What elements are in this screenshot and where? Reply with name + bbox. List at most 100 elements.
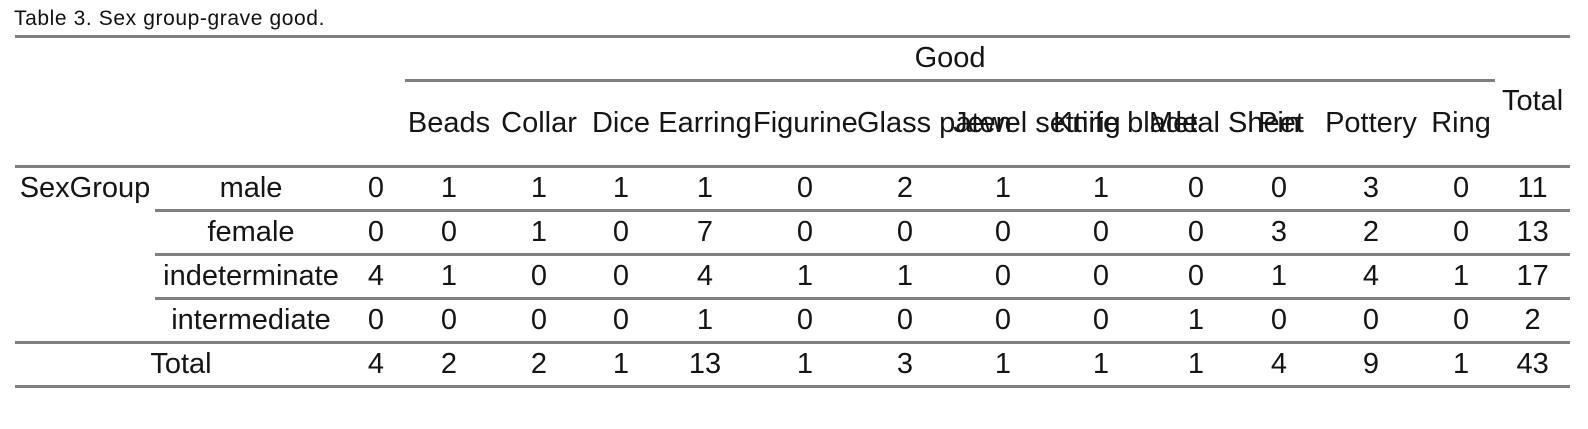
row-label-spacer: [15, 210, 155, 254]
row-total-cell: 2: [1495, 298, 1571, 344]
value-cell: 1: [1053, 166, 1149, 212]
value-cell: 0: [405, 298, 493, 344]
row-total-cell: 13: [1495, 210, 1571, 256]
value-cell: 0: [953, 298, 1053, 344]
row-total-cell: 11: [1495, 166, 1571, 212]
table-row-female: female 0 0 1 0 7 0 0 0 0 0 3 2 0 13: [15, 210, 1571, 256]
column-header-glass: Glass paten: [857, 80, 1012, 168]
value-cell: 0: [1149, 210, 1243, 256]
value-cell: 0: [753, 166, 857, 212]
table-row-intermediate: intermediate 0 0 0 0 1 0 0 0 0 1 0 0 0 2: [15, 298, 1571, 344]
value-cell: 0: [1149, 166, 1243, 212]
value-cell: 1: [753, 254, 857, 300]
value-cell: 0: [1243, 166, 1315, 212]
table-caption: Table 3. Sex group-grave good.: [14, 7, 326, 30]
row-category-label: male: [155, 166, 347, 212]
table-top-rule: [15, 35, 1570, 38]
column-header-earring: Earring: [657, 80, 753, 168]
corner-spacer: [15, 38, 405, 80]
value-cell: 0: [347, 298, 405, 344]
column-header-ring: Ring: [1427, 80, 1496, 168]
column-header-blank: [347, 80, 405, 168]
table-row-indeterminate: indeterminate 4 1 0 0 4 1 1 0 0 0 1 4 1 17: [15, 254, 1571, 300]
value-cell: 2: [857, 166, 953, 212]
total-value-cell: 2: [405, 342, 493, 388]
total-row-label: Total: [15, 342, 347, 388]
group-header-row: Good Total: [15, 38, 1571, 168]
total-value-cell: 3: [857, 342, 953, 388]
value-cell: 0: [1053, 210, 1149, 256]
total-value-cell: 1: [1149, 342, 1243, 388]
row-label-spacer: [15, 298, 155, 344]
value-cell: 0: [585, 254, 657, 300]
value-cell: 1: [493, 210, 585, 256]
value-cell: 1: [1427, 254, 1496, 300]
total-value-cell: 4: [347, 342, 405, 388]
value-cell: 0: [753, 298, 857, 344]
total-value-cell: 2: [493, 342, 585, 388]
value-cell: 1: [953, 166, 1053, 212]
value-cell: 0: [1243, 298, 1315, 344]
value-cell: 1: [1149, 298, 1243, 344]
value-cell: 0: [1427, 298, 1496, 344]
value-cell: 0: [953, 210, 1053, 256]
column-header-collar: Collar: [493, 80, 585, 168]
value-cell: 0: [753, 210, 857, 256]
value-cell: 1: [585, 166, 657, 212]
column-header-pottery: Pottery: [1315, 80, 1427, 168]
column-header-row: Beads Collar Dice Earring Figurine Glass pate…: [15, 80, 1570, 168]
value-cell: 0: [1053, 298, 1149, 344]
value-cell: 1: [657, 298, 753, 344]
column-header-pin: Pin: [1243, 80, 1315, 168]
total-value-cell: 13: [657, 342, 753, 388]
value-cell: 1: [405, 254, 493, 300]
column-header-metal: Metal Sheet: [1149, 80, 1304, 168]
value-cell: 0: [493, 298, 585, 344]
row-total-cell: 17: [1495, 254, 1571, 300]
total-value-cell: 9: [1315, 342, 1427, 388]
value-cell: 1: [657, 166, 753, 212]
row-category-label: indeterminate: [155, 254, 347, 300]
value-cell: 4: [347, 254, 405, 300]
value-cell: 3: [1243, 210, 1315, 256]
value-cell: 0: [493, 254, 585, 300]
value-cell: 4: [657, 254, 753, 300]
total-value-cell: 1: [1427, 342, 1496, 388]
total-value-cell: 1: [953, 342, 1053, 388]
value-cell: 3: [1315, 166, 1427, 212]
total-value-cell: 1: [753, 342, 857, 388]
column-header-dice: Dice: [585, 80, 657, 168]
table-header: Good Total Beads Collar Dice Earring Figurin…: [15, 38, 1571, 168]
value-cell: 0: [1427, 210, 1496, 256]
row-category-label: intermediate: [155, 298, 347, 344]
row-dimension-label: SexGroup: [19, 172, 151, 205]
value-cell: 1: [857, 254, 953, 300]
value-cell: 2: [1315, 210, 1427, 256]
row-label-spacer: [15, 254, 155, 298]
value-cell: 4: [1315, 254, 1427, 300]
value-cell: 0: [585, 298, 657, 344]
column-header-figurine: Figurine: [753, 80, 858, 168]
table-row-male: SexGroup male 0 1 1 1 1 0 2 1 1 0 0 3 0 11: [15, 166, 1571, 212]
crosstab-table: Good Total Beads Collar Dice Earring Figurin…: [15, 38, 1571, 388]
column-header-total: Total: [1495, 38, 1571, 168]
value-cell: 0: [1427, 166, 1496, 212]
row-category-label: female: [155, 210, 347, 256]
value-cell: 0: [857, 210, 953, 256]
column-header-jewel: Jewel setting: [953, 80, 1121, 168]
value-cell: 1: [405, 166, 493, 212]
total-value-cell: 1: [585, 342, 657, 388]
total-value-cell: 1: [1053, 342, 1149, 388]
value-cell: 0: [857, 298, 953, 344]
value-cell: 0: [953, 254, 1053, 300]
group-header-good: Good: [405, 38, 1496, 82]
value-cell: 0: [585, 210, 657, 256]
grand-total-cell: 43: [1495, 342, 1571, 388]
value-cell: 0: [1149, 254, 1243, 300]
total-value-cell: 4: [1243, 342, 1315, 388]
table-body: SexGroup male 0 1 1 1 1 0 2 1 1 0 0 3 0 11 female 0 0 1 0 7 0 0…: [15, 166, 1571, 388]
value-cell: 0: [405, 210, 493, 256]
row-label-spacer: [15, 80, 347, 168]
value-cell: 0: [1315, 298, 1427, 344]
